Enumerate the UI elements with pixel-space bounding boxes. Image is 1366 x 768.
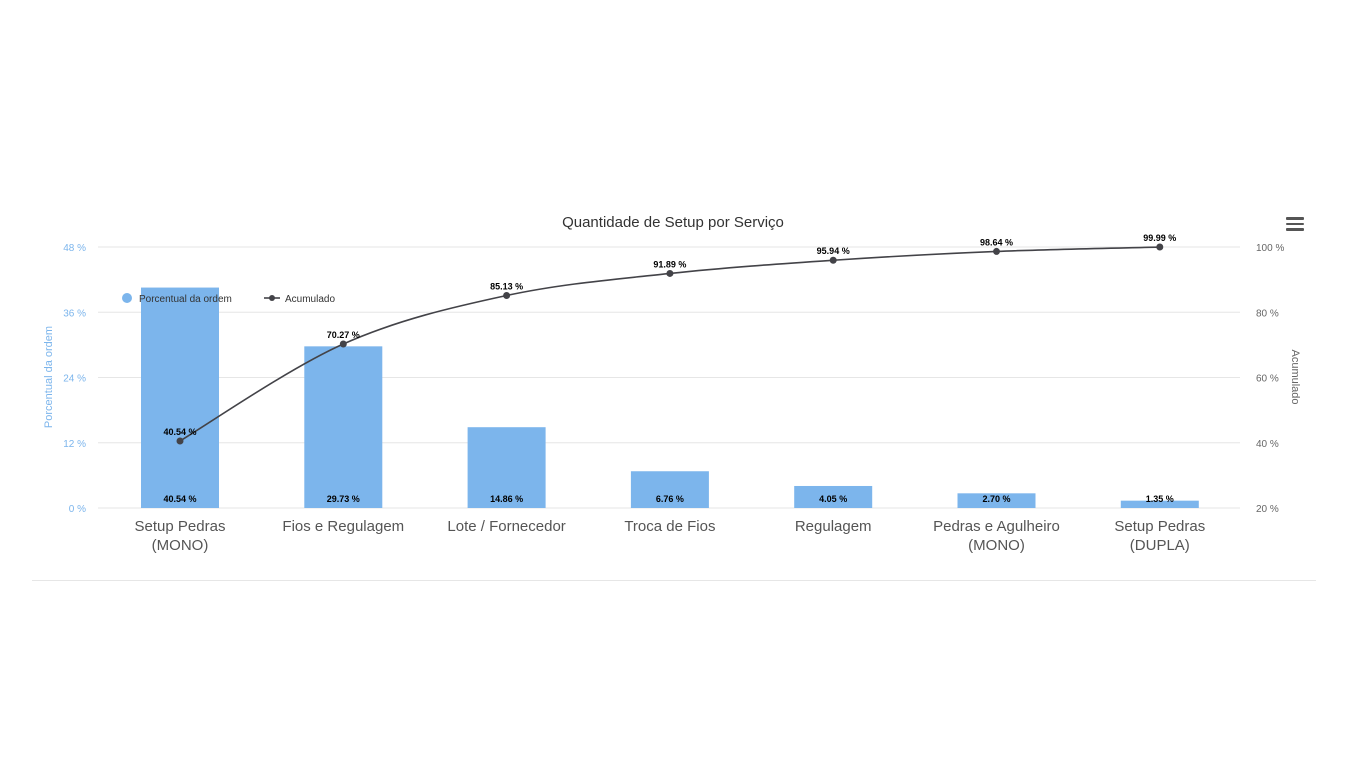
bar-series [141,287,1199,508]
line-point [666,269,674,277]
legend-marker-bars [122,293,132,303]
line-data-label: 99.99 % [1143,233,1176,243]
chart-title: Quantidade de Setup por Serviço [562,214,784,231]
x-tick-label: Regulagem [795,518,872,535]
line-point [503,292,511,300]
y-left-tick-label: 36 % [63,308,86,319]
data-labels: 40.54 % 29.73 % 14.86 % 6.76 % 4.05 % 2.70 % 1… [163,233,1176,504]
gridlines [98,246,1240,509]
line-data-label: 95.94 % [817,246,850,256]
x-tick-label-line: Regulagem [795,518,872,535]
bar-data-label: 1.35 % [1146,494,1174,504]
y-right-tick-label: 40 % [1256,439,1279,450]
x-tick-label-line: Pedras e Agulheiro [933,518,1060,535]
axes: 0 % 12 % 24 % 36 % 48 % 20 % 40 % 60 % 80 % 100 %… [63,243,1284,554]
x-tick-label: Lote / Fornecedor [447,518,565,535]
x-tick-label-line: (MONO) [152,537,209,554]
y-right-axis-title: Acumulado [1289,349,1301,404]
bar-data-label: 14.86 % [490,494,523,504]
y-right-tick-label: 80 % [1256,308,1279,319]
y-right-tick-label: 100 % [1256,243,1284,254]
bar-data-label: 29.73 % [327,494,360,504]
x-tick-label: Troca de Fios [624,518,715,535]
x-tick-label: Fios e Regulagem [282,518,404,535]
legend-item-line: Acumulado [285,294,335,305]
bar [1120,500,1199,508]
bar [304,346,383,508]
y-left-tick-label: 24 % [63,374,86,385]
legend-item-bars: Porcentual da ordem [139,294,232,305]
x-tick-label-line: (MONO) [968,537,1025,554]
y-right-tick-label: 20 % [1256,504,1279,515]
x-tick-label-line: Troca de Fios [624,518,715,535]
line-data-label: 85.13 % [490,282,523,292]
bar [957,493,1036,508]
bar [467,427,546,508]
line-point [1156,243,1164,251]
line-point [829,256,837,264]
x-tick-label-line: Fios e Regulagem [282,518,404,535]
bar [794,485,873,508]
bar-data-label: 4.05 % [819,494,847,504]
y-right-tick-label: 60 % [1256,374,1279,385]
hamburger-icon[interactable] [1284,214,1306,234]
legend-marker-line [269,295,275,301]
y-left-axis-title: Porcentual da ordem [43,326,55,428]
x-tick-label-line: Setup Pedras [1114,518,1205,535]
x-tick-label: Pedras e Agulheiro (MONO) [933,518,1060,554]
x-tick-label: Setup Pedras (MONO) [135,518,226,554]
bar-data-label: 40.54 % [163,494,196,504]
x-tick-label-line: (DUPLA) [1130,537,1190,554]
line-data-label: 70.27 % [327,330,360,340]
line-data-label: 40.54 % [163,427,196,437]
x-tick-label-line: Lote / Fornecedor [447,518,565,535]
bar [630,471,709,508]
x-tick-label: Setup Pedras (DUPLA) [1114,518,1205,554]
y-left-tick-label: 0 % [69,504,86,515]
bar [141,287,219,508]
line-series [176,243,1164,445]
bar-data-label: 2.70 % [982,494,1010,504]
line-data-label: 98.64 % [980,237,1013,247]
line-point [176,437,184,445]
divider [32,580,1316,581]
line-data-label: 91.89 % [653,259,686,269]
y-left-tick-label: 48 % [63,243,86,254]
bar-data-label: 6.76 % [656,494,684,504]
line-point [993,247,1000,255]
line-point [339,340,347,348]
x-tick-label-line: Setup Pedras [135,518,226,535]
legend: Porcentual da ordem Acumulado [122,293,335,305]
y-left-tick-label: 12 % [63,439,86,450]
